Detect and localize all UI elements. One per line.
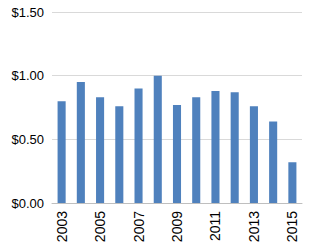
svg-text:2007: 2007 (131, 211, 147, 242)
svg-text:2003: 2003 (54, 211, 70, 242)
svg-text:2013: 2013 (246, 211, 262, 242)
svg-text:2009: 2009 (169, 211, 185, 242)
svg-text:$0.50: $0.50 (11, 132, 44, 147)
svg-text:2015: 2015 (284, 211, 300, 242)
svg-text:$0.00: $0.00 (11, 196, 44, 211)
svg-text:2011: 2011 (207, 211, 223, 241)
svg-text:2005: 2005 (92, 211, 108, 242)
svg-text:$1.50: $1.50 (11, 5, 44, 20)
svg-text:$1.00: $1.00 (11, 68, 44, 83)
